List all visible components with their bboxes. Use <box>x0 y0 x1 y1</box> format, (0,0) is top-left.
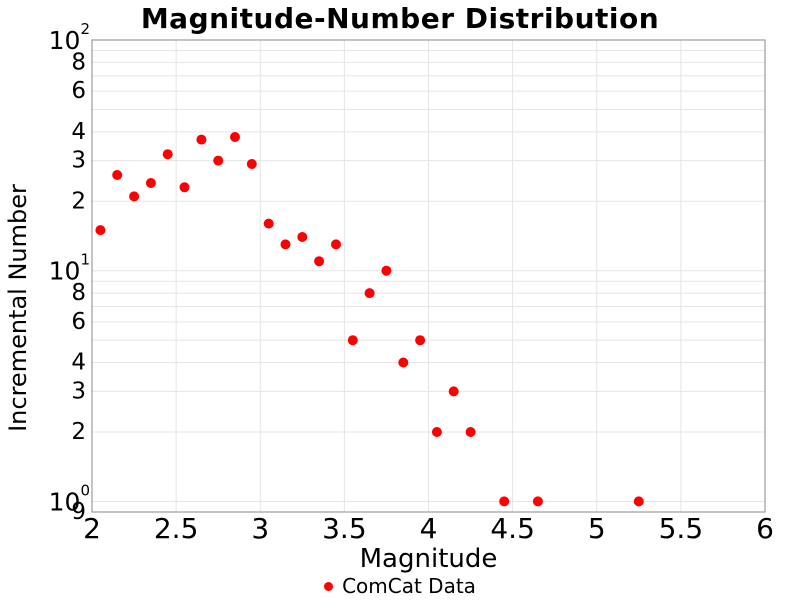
y-major-tick-label: 102 <box>49 20 90 55</box>
x-tick-label: 4 <box>420 512 438 545</box>
x-tick-label: 4.5 <box>490 512 535 545</box>
x-tick-label: 6 <box>756 512 774 545</box>
data-point[interactable] <box>162 149 173 160</box>
y-axis-title: Incremental Number <box>4 184 32 432</box>
legend-label: ComCat Data <box>342 574 476 598</box>
data-point[interactable] <box>448 386 459 397</box>
data-point[interactable] <box>145 178 156 188</box>
data-point[interactable] <box>213 155 224 166</box>
legend-marker-icon <box>324 581 334 591</box>
x-tick-label: 3 <box>251 512 269 545</box>
data-point[interactable] <box>263 218 274 229</box>
data-point[interactable] <box>415 335 426 346</box>
x-tick-label: 2 <box>83 512 101 545</box>
data-point[interactable] <box>364 288 375 299</box>
x-tick-label: 5.5 <box>659 512 704 545</box>
data-point[interactable] <box>347 335 358 346</box>
y-minor-tick-label: 6 <box>71 78 86 104</box>
y-major-tick-label: 101 <box>49 251 90 286</box>
data-point[interactable] <box>297 232 308 242</box>
data-point[interactable] <box>398 357 409 368</box>
chart-title: Magnitude-Number Distribution <box>140 2 660 35</box>
data-point[interactable] <box>465 427 476 437</box>
data-point[interactable] <box>532 496 543 507</box>
data-point[interactable] <box>499 496 510 507</box>
data-point[interactable] <box>196 134 207 145</box>
data-point[interactable] <box>95 225 106 236</box>
data-point[interactable] <box>431 427 442 437</box>
data-point[interactable] <box>314 256 325 267</box>
data-point[interactable] <box>280 239 291 250</box>
plot-border <box>91 39 766 513</box>
y-minor-tick-label: 6 <box>71 309 86 335</box>
y-minor-tick-label: 8 <box>71 49 86 75</box>
y-minor-tick-label: 4 <box>71 350 86 376</box>
y-minor-tick-label: 3 <box>71 148 86 174</box>
legend-item[interactable]: ComCat Data <box>0 573 800 599</box>
y-minor-tick-label: 2 <box>71 419 86 445</box>
data-point[interactable] <box>246 159 257 169</box>
y-minor-tick-label: 4 <box>71 119 86 145</box>
data-point[interactable] <box>230 132 240 142</box>
y-minor-tick-label: 8 <box>71 280 86 306</box>
data-point[interactable] <box>633 496 644 507</box>
x-tick-label: 2.5 <box>154 512 199 545</box>
y-minor-tick-label: 2 <box>71 188 86 214</box>
data-point[interactable] <box>331 239 341 250</box>
data-point[interactable] <box>112 170 123 180</box>
x-tick-label: 5 <box>588 512 606 545</box>
y-minor-tick-label: 9 <box>71 499 86 525</box>
data-point[interactable] <box>129 191 140 202</box>
x-axis-title: Magnitude <box>359 544 498 574</box>
x-tick-label: 3.5 <box>322 512 367 545</box>
y-major-tick-label: 100 <box>49 481 90 515</box>
data-point[interactable] <box>381 265 392 276</box>
data-point[interactable] <box>179 182 190 193</box>
y-minor-tick-label: 3 <box>71 378 86 404</box>
